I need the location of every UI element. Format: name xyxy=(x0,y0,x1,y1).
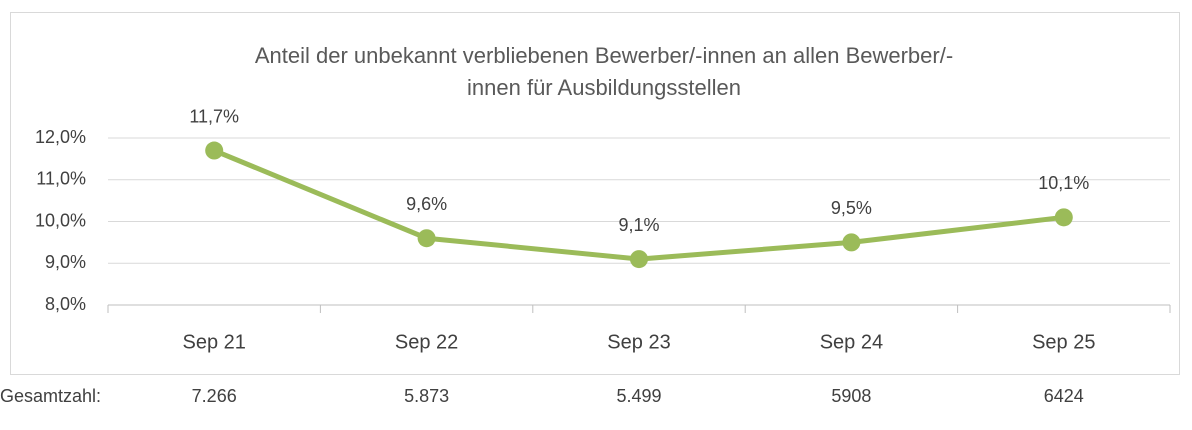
y-tick-label: 9,0% xyxy=(45,252,86,272)
chart-title: Anteil der unbekannt verbliebenen Bewerb… xyxy=(255,43,953,68)
data-label: 9,5% xyxy=(831,198,872,218)
marker xyxy=(1054,208,1073,227)
y-tick-label: 8,0% xyxy=(45,294,86,314)
data-label: 11,7% xyxy=(189,106,239,126)
marker xyxy=(842,233,861,252)
y-tick-label: 11,0% xyxy=(36,169,86,189)
totals-label: Gesamtzahl: xyxy=(0,386,101,406)
data-label: 9,6% xyxy=(406,194,447,214)
totals-value: 5908 xyxy=(831,386,871,406)
x-tick-label: Sep 21 xyxy=(183,331,246,353)
totals-value: 5.873 xyxy=(404,386,449,406)
marker xyxy=(630,250,648,269)
totals-value: 6424 xyxy=(1044,386,1084,406)
totals-value: 7.266 xyxy=(192,386,237,406)
totals-value: 5.499 xyxy=(616,386,661,406)
x-tick-label: Sep 25 xyxy=(1032,331,1095,353)
y-tick-label: 12,0% xyxy=(35,127,86,147)
marker xyxy=(205,141,224,160)
data-label: 9,1% xyxy=(618,215,659,235)
data-label: 10,1% xyxy=(1038,173,1089,193)
x-tick-label: Sep 24 xyxy=(820,331,883,353)
chart-title: innen für Ausbildungsstellen xyxy=(467,75,741,100)
marker xyxy=(417,229,436,248)
x-tick-label: Sep 23 xyxy=(607,331,670,353)
y-tick-label: 10,0% xyxy=(35,210,86,230)
x-tick-label: Sep 22 xyxy=(395,331,458,353)
chart-frame xyxy=(10,12,1180,375)
